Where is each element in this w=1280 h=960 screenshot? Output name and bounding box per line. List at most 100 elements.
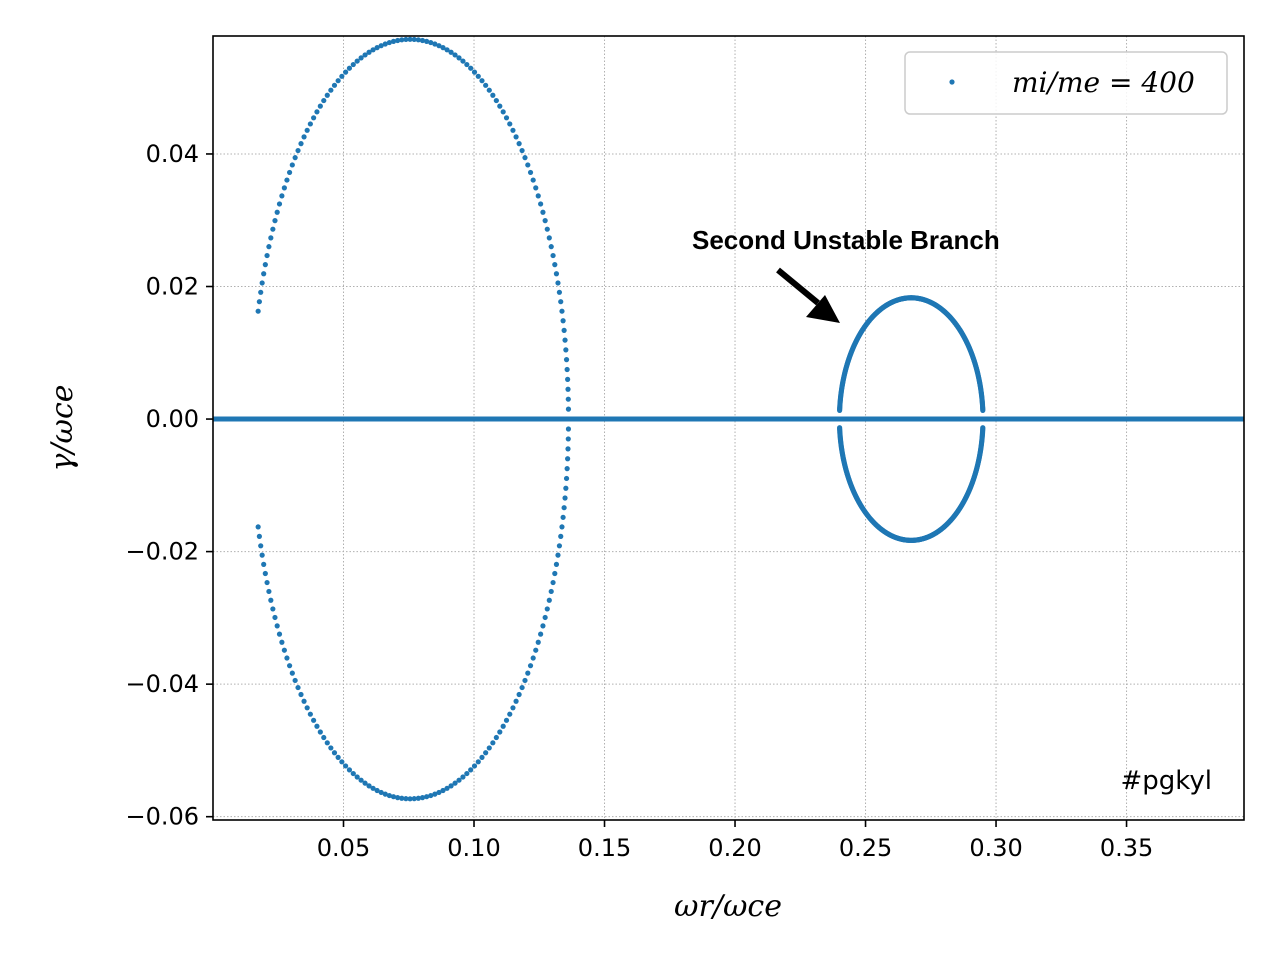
branch-1-point [335,78,341,84]
branch-1-point [256,533,262,540]
branch-1-point [513,134,519,140]
branch-1-point [503,115,510,121]
branch-1-point [561,505,567,511]
branch-1-point [479,754,485,761]
branch-1-point [546,597,552,603]
branch-1-point [497,729,503,735]
branch-1-point [262,262,268,268]
branch-1-point [544,226,550,232]
branch-1-point [374,787,380,794]
branch-1-point [304,705,310,711]
branch-1-point [475,759,481,765]
branch-1-point [354,774,360,780]
branch-1-point [382,791,388,797]
branch-1-point [268,597,274,603]
x-tick-label: 0.05 [317,834,370,862]
branch-1-point [490,92,496,98]
branch-1-point [510,705,516,711]
branch-1-point [444,785,450,791]
y-tick-label: 0.00 [146,405,199,433]
branch-1-point [460,774,466,780]
branch-1-point [530,655,536,661]
branch-1-point [448,49,454,55]
branch-1-point [516,141,522,147]
branch-1-point [535,193,541,199]
branch-1-point [460,58,466,64]
branch-1-point [522,677,528,684]
branch-1-point [507,711,513,717]
branch-1-point [565,426,572,432]
branch-1-point [552,570,558,577]
y-axis-ticks: −0.06 −0.04 −0.02 0.00 0.02 0.04 [125,140,213,831]
branch-1-point [311,115,317,121]
branch-1-point [403,36,409,43]
branch-1-point [561,327,567,333]
branch-1-point [301,134,307,140]
branch-1-point [452,780,458,786]
branch-1-point [564,466,570,472]
branch-1-point [324,92,330,98]
branch-1-point [256,299,262,305]
branch-1-point [276,201,283,207]
branch-1-point [507,121,513,127]
branch-1-point [411,796,417,802]
branch-1-point [563,485,569,491]
branch-1-point [486,745,492,751]
branch-1-point [407,796,413,802]
branch-1-point [374,45,380,51]
branch-1-point [274,623,280,629]
branch-1-point [346,65,353,71]
branch-1-point [292,155,298,161]
x-axis-ticks: 0.05 0.10 0.15 0.20 0.25 0.30 0.35 [317,820,1153,862]
y-tick-label: −0.06 [125,803,199,831]
y-tick-label: −0.02 [125,538,199,566]
branch-1-point [428,39,434,46]
branch-1-point [366,783,372,789]
branch-1-point [483,750,489,756]
branch-1-point [276,631,283,637]
branch-1-point [440,45,446,51]
branch-1-point [471,763,478,769]
branch-1-point [468,65,474,71]
branch-1-point [331,750,338,756]
branch-1-point [486,87,492,93]
branch-1-point [500,109,506,115]
annotation-arrow [776,267,840,323]
y-axis-label: γ/ωce [45,384,80,471]
branch-1-point [432,791,438,797]
branch-1-point [464,61,470,68]
branch-1-point [311,717,317,723]
x-axis-label: ωr/ωce [674,889,782,924]
branch-1-point [307,121,313,127]
branch-1-point [321,734,327,741]
branch-1-point [436,43,442,49]
branch-1-point [525,670,531,676]
branch-1-point [527,663,534,669]
branch-1-point [279,639,285,645]
branch-1-point [264,252,270,259]
branch-1-point [424,38,430,44]
branch-1-point [354,58,360,64]
branch-1-point [399,795,405,801]
branch-1-point [546,235,552,241]
x-tick-label: 0.30 [969,834,1022,862]
branch-1-point [560,514,566,520]
branch-1-point [407,36,413,42]
branch-1-point [259,280,265,286]
branch-1-point [563,475,570,482]
branch-1-point [550,252,556,259]
branch-1-point [540,623,546,629]
branch-1-point [548,588,554,595]
branch-1-point [399,37,405,43]
branch-1-point [343,69,349,75]
legend: mi/me = 400 [904,51,1228,115]
branch-1-point [386,792,392,799]
branch-1-point [436,789,442,796]
legend-label: mi/me = 400 [1012,66,1195,99]
branch-1-point [564,366,570,373]
branch-1-point [328,745,334,751]
branch-1-point [270,606,276,612]
branch-1-point [542,614,548,621]
branch-1-point [314,723,320,729]
